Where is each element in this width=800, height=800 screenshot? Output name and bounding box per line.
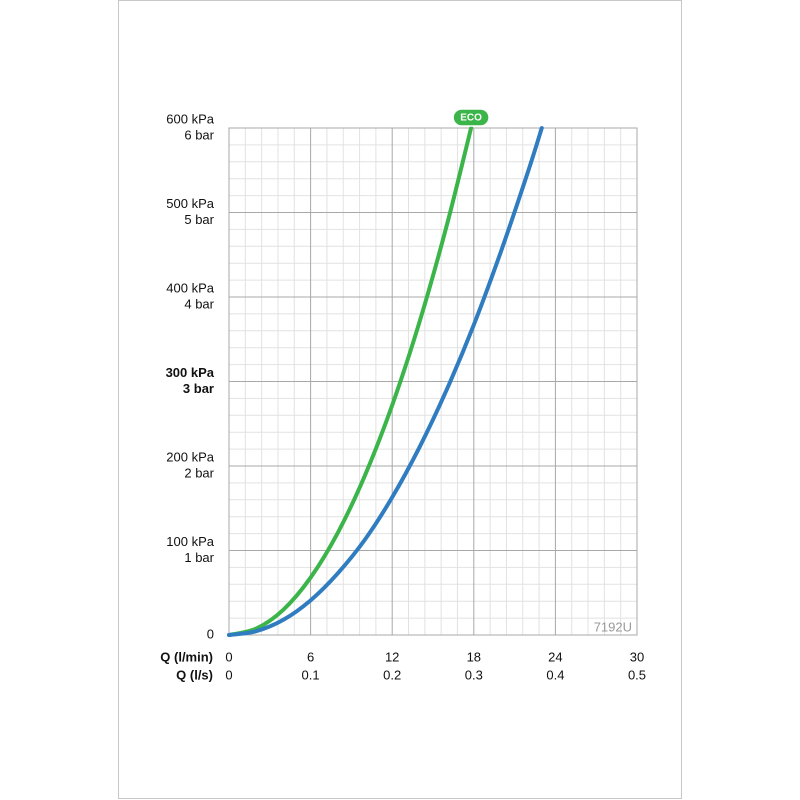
plot-frame (228, 127, 638, 636)
x2-tick-label: 0.3 (465, 667, 483, 682)
y2-tick-label: 1 bar (184, 550, 214, 565)
y-tick-label: 200 kPa (166, 449, 214, 464)
y2-tick-label: 6 bar (184, 127, 214, 142)
y2-tick-label: 4 bar (184, 296, 214, 311)
grid (228, 127, 638, 636)
x-tick-label: 6 (307, 649, 314, 664)
x-tick-label: 30 (630, 649, 644, 664)
legend-badge (452, 108, 490, 127)
x2-tick-label: 0.5 (628, 667, 646, 682)
y-tick-label: 100 kPa (166, 534, 214, 549)
x2-tick-label: 0.4 (546, 667, 564, 682)
curve (227, 126, 474, 637)
y2-tick-label: 3 bar (183, 381, 214, 396)
x2-axis-title: Q (l/s) (176, 667, 213, 682)
x-tick-label: 24 (548, 649, 562, 664)
y2-tick-label: 2 bar (184, 465, 214, 480)
x2-tick-label: 0.1 (302, 667, 320, 682)
x-tick-label: 18 (467, 649, 481, 664)
annotation: 7192U (594, 619, 632, 634)
y2-tick-label: 5 bar (184, 212, 214, 227)
y-tick-label: 500 kPa (166, 196, 214, 211)
x2-tick-label: 0.2 (383, 667, 401, 682)
y-tick-label: 400 kPa (166, 280, 214, 295)
x-tick-label: 12 (385, 649, 399, 664)
y-tick-label: 600 kPa (166, 111, 214, 126)
x2-tick-label: 0 (225, 667, 232, 682)
y-tick-label: 300 kPa (166, 365, 215, 380)
x-tick-label: 0 (225, 649, 232, 664)
legend-label: ECO (460, 113, 482, 124)
y-tick-label: 0 (207, 626, 214, 641)
x-axis-title: Q (l/min) (160, 649, 213, 664)
curve (227, 126, 544, 637)
